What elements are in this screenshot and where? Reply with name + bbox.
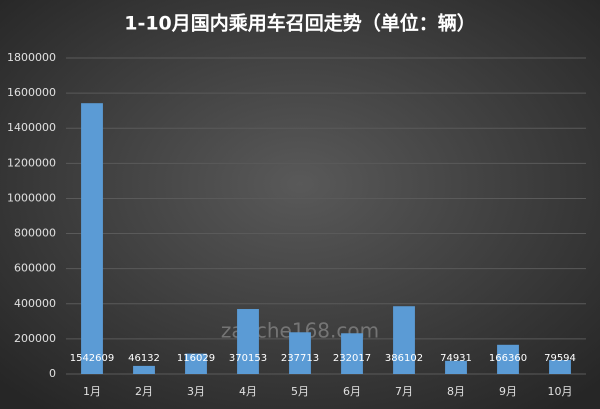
x-tick-label: 3月 xyxy=(187,385,205,398)
bar xyxy=(237,309,259,374)
x-tick-label: 5月 xyxy=(291,385,309,398)
y-tick-label: 400000 xyxy=(14,297,56,310)
value-label: 79594 xyxy=(544,353,576,364)
x-tick-label: 9月 xyxy=(499,385,517,398)
y-tick-label: 1200000 xyxy=(7,156,56,169)
value-label: 166360 xyxy=(489,353,527,364)
y-tick-label: 1400000 xyxy=(7,121,56,134)
y-tick-label: 0 xyxy=(49,367,56,380)
y-tick-label: 1600000 xyxy=(7,86,56,99)
y-tick-label: 600000 xyxy=(14,262,56,275)
y-tick-label: 1800000 xyxy=(7,51,56,64)
y-tick-label: 200000 xyxy=(14,332,56,345)
value-label: 237713 xyxy=(281,353,319,364)
x-tick-label: 1月 xyxy=(83,385,101,398)
x-tick-label: 8月 xyxy=(447,385,465,398)
x-tick-label: 6月 xyxy=(343,385,361,398)
x-tick-label: 10月 xyxy=(548,385,573,398)
bar xyxy=(497,344,519,374)
value-label: 46132 xyxy=(128,353,160,364)
chart-title: 1-10月国内乘用车召回走势（单位：辆） xyxy=(124,12,476,35)
x-tick-label: 7月 xyxy=(395,385,413,398)
x-tick-label: 2月 xyxy=(135,385,153,398)
bar xyxy=(341,333,363,374)
value-label: 386102 xyxy=(385,353,423,364)
value-label: 1542609 xyxy=(70,353,115,364)
bar xyxy=(393,306,415,374)
bar xyxy=(445,360,467,374)
value-label: 370153 xyxy=(229,353,267,364)
value-label: 116029 xyxy=(177,353,215,364)
bar xyxy=(81,103,103,375)
y-tick-label: 800000 xyxy=(14,227,56,240)
x-tick-label: 4月 xyxy=(239,385,257,398)
value-label: 232017 xyxy=(333,353,371,364)
bar xyxy=(289,332,311,374)
bar xyxy=(549,360,571,374)
value-label: 74931 xyxy=(440,353,472,364)
bar xyxy=(133,365,155,374)
y-tick-label: 1000000 xyxy=(7,191,56,204)
bar xyxy=(185,353,207,374)
